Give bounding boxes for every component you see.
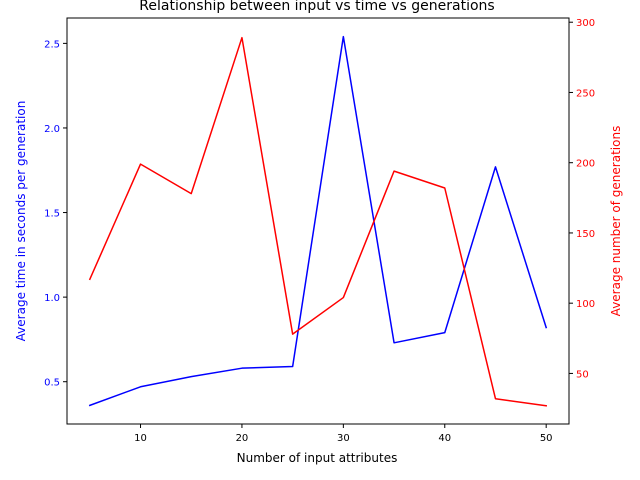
y-right-tick-label: 300 <box>576 18 595 29</box>
y-right-tick-label: 200 <box>576 159 595 170</box>
x-tick-label: 40 <box>438 433 451 444</box>
y-left-tick-label: 2.5 <box>44 39 60 50</box>
series-line-generations <box>88 36 548 407</box>
y-right-tick-label: 150 <box>576 229 595 240</box>
axes-layer: 10 20 30 40 50 0.5 1.0 1.5 2.0 2.5 50 100 150 200 250 3… <box>44 17 595 444</box>
x-tick-label: 50 <box>540 433 553 444</box>
x-tick-label: 10 <box>134 433 147 444</box>
x-tick-label: 20 <box>236 433 249 444</box>
y-axis-right-label: Average number of generations <box>609 126 623 317</box>
y-right-tick-label: 50 <box>576 369 589 380</box>
x-axis-label: Number of input attributes <box>237 451 398 465</box>
y-left-tick-label: 0.5 <box>44 378 60 389</box>
plot-frame <box>66 17 570 425</box>
chart-title: Relationship between input vs time vs ge… <box>139 0 494 14</box>
series-layer <box>88 35 548 407</box>
y-axis-left-label: Average time in seconds per generation <box>14 101 28 342</box>
x-tick-label: 30 <box>337 433 350 444</box>
y-left-tick-label: 1.0 <box>44 293 60 304</box>
series-line-time <box>88 35 548 407</box>
y-left-tick-label: 1.5 <box>44 209 60 220</box>
y-right-tick-label: 250 <box>576 88 595 99</box>
y-left-tick-label: 2.0 <box>44 124 60 135</box>
y-right-tick-label: 100 <box>576 299 595 310</box>
